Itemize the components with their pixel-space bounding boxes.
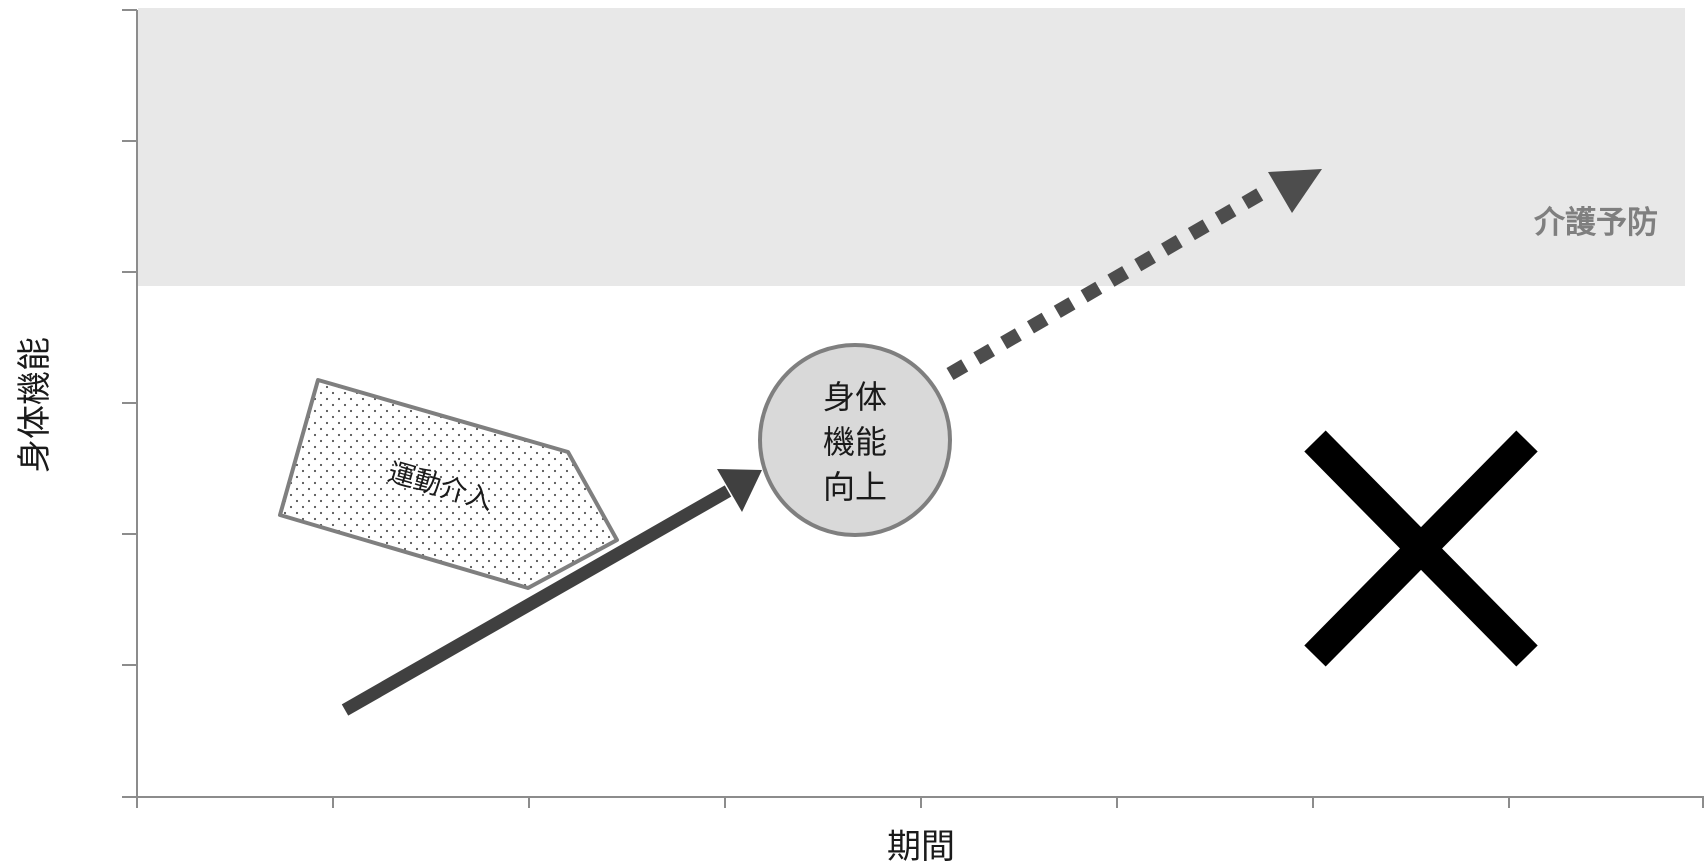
improvement-line-1: 身体 — [823, 378, 887, 416]
dotted-arrow-head-icon — [1268, 169, 1322, 213]
solid-trend-arrow — [341, 469, 762, 716]
x-axis-title: 期間 — [887, 827, 955, 867]
care-prevention-zone — [138, 8, 1685, 286]
physical-function-improvement-circle — [758, 343, 952, 537]
improvement-line-3: 向上 — [823, 468, 887, 506]
solid-arrow-head-icon — [717, 469, 762, 512]
dotted-trend-arrow — [946, 169, 1322, 381]
care-prevention-label: 介護予防 — [1533, 205, 1658, 241]
exercise-intervention-shape — [278, 378, 619, 590]
x-ticks — [136, 797, 1704, 808]
x-mark-icon — [1304, 430, 1538, 667]
y-axis-title: 身体機能 — [15, 337, 55, 473]
y-ticks — [122, 9, 137, 666]
improvement-line-2: 機能 — [823, 423, 887, 461]
